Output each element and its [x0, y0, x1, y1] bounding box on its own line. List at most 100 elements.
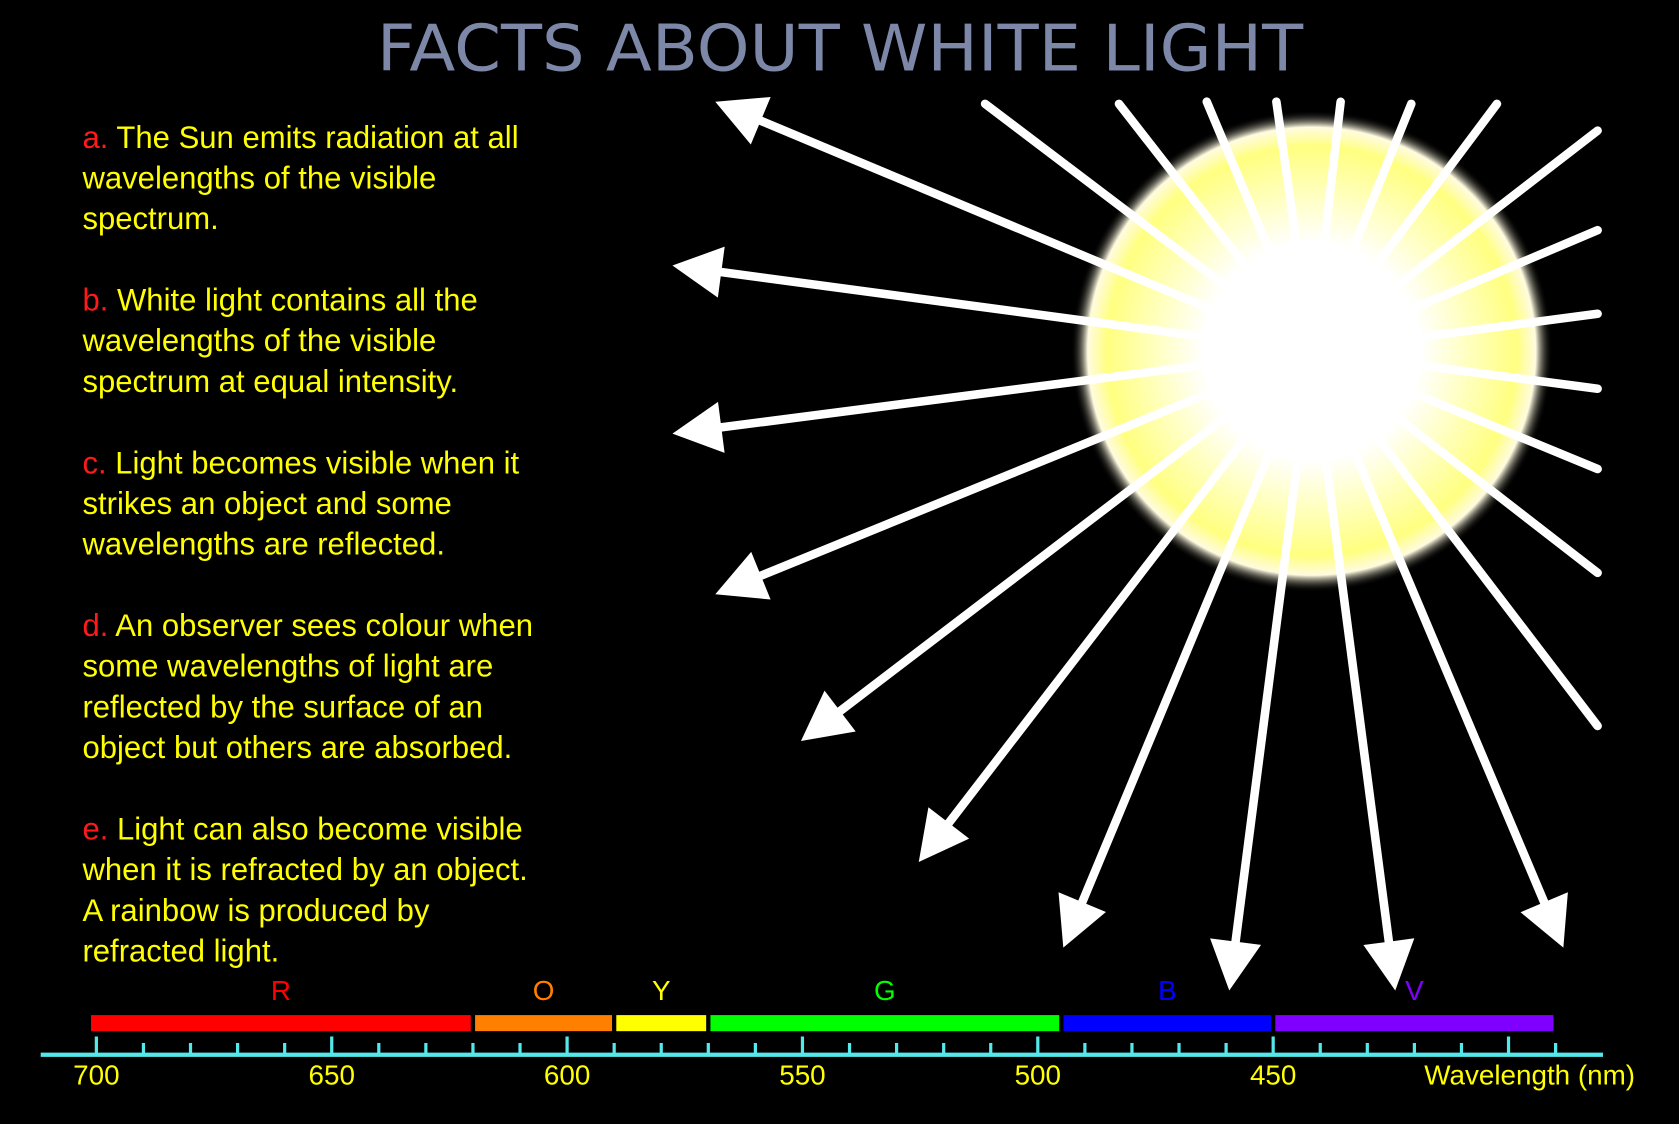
ray-shaft — [752, 383, 1227, 582]
fact-text: White light contains all the — [116, 283, 478, 319]
fact-line: wavelengths of the visible — [82, 321, 533, 362]
light-ray — [1383, 405, 1602, 578]
band-O — [475, 1015, 613, 1032]
arrowhead-icon — [800, 690, 856, 741]
fact-text: reflected by the surface of an — [82, 690, 483, 725]
band-letter: R — [271, 975, 291, 1006]
arrowhead-icon — [1363, 938, 1415, 991]
fact-text: An observer sees colour when — [115, 609, 534, 644]
fact-b: b. White light contains all the wavelengt… — [82, 281, 533, 403]
arrowhead-icon — [672, 246, 725, 298]
light-ray-arrow — [1344, 435, 1568, 948]
arrowhead-icon — [1058, 892, 1106, 948]
tick-label: 650 — [309, 1060, 355, 1091]
fact-text: some wavelengths of light are — [82, 649, 494, 685]
band-letter: G — [874, 975, 896, 1006]
fact-line: wavelengths are reflected. — [82, 525, 533, 566]
light-ray — [1365, 423, 1602, 731]
light-ray-arrow — [918, 423, 1258, 862]
arrowhead-icon — [918, 807, 970, 862]
fact-line: spectrum at equal intensity. — [82, 362, 533, 403]
fact-e: e. Light can also become visible when it … — [82, 810, 533, 973]
fact-label: e. — [82, 812, 109, 847]
light-ray — [1365, 99, 1502, 279]
tick-label: 700 — [73, 1060, 119, 1091]
fact-line: a. The Sun emits radiation at all — [82, 118, 533, 159]
light-ray — [1383, 126, 1602, 297]
light-ray — [1396, 225, 1602, 318]
light-ray-arrow — [1319, 442, 1415, 991]
light-ray-arrow — [672, 359, 1221, 453]
light-ray — [1402, 309, 1602, 343]
fact-line: e. Light can also become visible — [82, 810, 533, 851]
light-ray — [1343, 99, 1416, 267]
light-ray — [980, 99, 1240, 298]
fact-line: strikes an object and some — [82, 484, 533, 525]
fact-a: a. The Sun emits radiation at all wavelen… — [82, 118, 533, 240]
fact-line: c. Light becomes visible when it — [82, 443, 533, 484]
band-Y — [616, 1015, 707, 1032]
fact-label: a. — [82, 120, 109, 156]
ray-shaft — [1230, 442, 1304, 951]
tick-label: 550 — [779, 1060, 825, 1091]
fact-line: wavelengths of the visible — [82, 158, 533, 199]
fact-line: d. An observer sees colour when — [82, 606, 533, 647]
light-ray — [1402, 359, 1602, 393]
light-ray-arrow — [800, 405, 1240, 741]
light-ray-arrow — [1210, 442, 1304, 991]
band-letter: O — [533, 975, 555, 1006]
facts-list: a. The Sun emits radiation at all wavelen… — [82, 118, 533, 1013]
light-ray-arrow — [672, 246, 1221, 343]
ray-shaft — [1076, 435, 1279, 911]
light-ray — [1114, 99, 1257, 280]
arrowhead-icon — [715, 551, 771, 600]
light-ray — [1272, 97, 1303, 261]
arrowhead-icon — [715, 97, 771, 145]
fact-text: spectrum at equal intensity. — [82, 365, 459, 400]
ray-shaft — [712, 267, 1221, 343]
band-letter: Y — [652, 975, 671, 1006]
fact-text: strikes an object and some — [82, 487, 452, 522]
fact-c: c. Light becomes visible when it strikes … — [82, 443, 533, 565]
ray-shaft — [1344, 435, 1551, 911]
ray-shaft — [752, 114, 1228, 319]
ray-shaft — [941, 423, 1258, 831]
sun — [1070, 110, 1553, 593]
fact-text: wavelengths of the visible — [82, 324, 437, 359]
arrowhead-icon — [1520, 892, 1568, 948]
fact-text: when it is refracted by an object. — [82, 853, 528, 888]
axis-label: Wavelength (nm) — [1424, 1060, 1635, 1091]
fact-text: wavelengths are reflected. — [82, 527, 445, 563]
tick-label: 600 — [544, 1060, 590, 1091]
arrowhead-icon — [1210, 938, 1262, 991]
fact-text: A rainbow is produced by — [82, 894, 430, 929]
fact-line: object but others are absorbed. — [82, 728, 533, 769]
band-R — [91, 1015, 471, 1032]
band-V — [1275, 1015, 1554, 1032]
light-ray — [1318, 97, 1345, 260]
band-B — [1063, 1015, 1272, 1032]
fact-text: wavelengths of the visible — [82, 161, 437, 196]
fact-text: object but others are absorbed. — [82, 731, 513, 766]
tick-label: 450 — [1250, 1060, 1296, 1091]
tick-label: 500 — [1015, 1060, 1061, 1091]
fact-label: c. — [82, 446, 107, 481]
light-ray-arrow — [715, 383, 1227, 600]
fact-line: A rainbow is produced by — [82, 891, 533, 932]
fact-line: some wavelengths of light are — [82, 647, 533, 688]
ray-shaft — [1319, 442, 1394, 951]
band-letter: V — [1405, 975, 1424, 1006]
band-letter: B — [1158, 975, 1177, 1006]
fact-d: d. An observer sees colour when some wave… — [82, 606, 533, 769]
light-ray — [1396, 383, 1602, 474]
ray-shaft — [832, 405, 1240, 718]
fact-text: Light can also become visible — [116, 812, 523, 847]
fact-line: b. White light contains all the — [82, 281, 533, 322]
fact-line: refracted light. — [82, 932, 533, 973]
fact-text: The Sun emits radiation at all — [116, 120, 519, 156]
fact-text: refracted light. — [82, 934, 280, 970]
light-ray-arrow — [1058, 435, 1279, 948]
fact-line: reflected by the surface of an — [82, 687, 533, 728]
